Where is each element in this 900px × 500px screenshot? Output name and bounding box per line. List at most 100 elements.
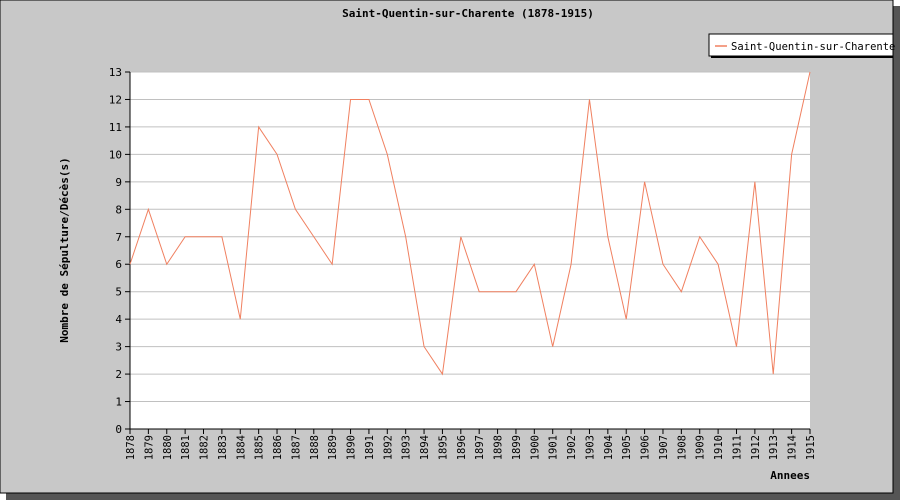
x-tick-label: 1893 [401, 435, 413, 460]
series-line-0 [129, 71, 811, 376]
x-tick-label: 1891 [364, 435, 376, 460]
x-tick-label: 1915 [805, 435, 817, 460]
data-point [441, 372, 444, 375]
data-point [698, 235, 701, 238]
x-tick-label: 1897 [474, 435, 486, 460]
x-tick-label: 1908 [676, 435, 688, 460]
data-point [257, 125, 260, 128]
y-tick-label: 9 [115, 176, 122, 189]
x-tick-label: 1880 [162, 435, 174, 460]
legend-label: Saint-Quentin-sur-Charente [731, 41, 895, 53]
x-tick-label: 1901 [548, 435, 560, 460]
x-tick-label: 1887 [290, 435, 302, 460]
data-point [202, 235, 205, 238]
x-tick-label: 1879 [143, 435, 155, 460]
data-point [386, 153, 389, 156]
x-tick-label: 1881 [180, 435, 192, 460]
x-tick-label: 1888 [309, 435, 321, 460]
y-axis-label: Nombre de Sépulture/Décès(s) [58, 157, 71, 342]
data-point [588, 98, 591, 101]
data-point [404, 235, 407, 238]
y-tick-label: 1 [115, 396, 122, 409]
axes [129, 72, 810, 430]
data-point [312, 235, 315, 238]
y-tick-label: 4 [115, 313, 122, 326]
legend: Saint-Quentin-sur-Charente [708, 33, 895, 58]
data-point [331, 263, 334, 266]
data-point [514, 290, 517, 293]
data-point [661, 263, 664, 266]
data-point [478, 290, 481, 293]
data-point [772, 372, 775, 375]
y-tick-label: 5 [115, 286, 122, 299]
y-tick-label: 7 [115, 231, 122, 244]
x-tick-label: 1906 [640, 435, 652, 460]
x-tick-label: 1902 [566, 435, 578, 460]
y-tick-label: 2 [115, 368, 122, 381]
x-tick-label: 1907 [658, 435, 670, 460]
plot-area [130, 72, 810, 429]
x-tick-label: 1911 [731, 435, 743, 460]
y-tick-label: 13 [109, 66, 122, 79]
data-point [422, 345, 425, 348]
data-point [184, 235, 187, 238]
y-tick-label: 12 [109, 93, 122, 106]
x-tick-label: 1896 [456, 435, 468, 460]
x-tick-label: 1894 [419, 435, 431, 460]
data-point [294, 208, 297, 211]
series-layer [128, 70, 811, 376]
chart-title: Saint-Quentin-sur-Charente (1878-1915) [342, 7, 594, 20]
x-tick-label: 1882 [199, 435, 211, 460]
x-tick-label: 1883 [217, 435, 229, 460]
x-tick-label: 1904 [603, 435, 615, 460]
data-point [680, 290, 683, 293]
y-tick-label: 0 [115, 423, 122, 436]
data-point [239, 318, 242, 321]
data-point [349, 98, 352, 101]
data-point [496, 290, 499, 293]
x-tick-label: 1878 [125, 435, 137, 460]
x-tick-label: 1886 [272, 435, 284, 460]
x-tick-label: 1903 [584, 435, 596, 460]
x-axis-ticks: 1878 1879 1880 1881 1882 1883 1884 1885 1886 1887… [125, 429, 817, 460]
x-tick-label: 1909 [695, 435, 707, 460]
legend-box [708, 33, 894, 57]
data-point [147, 208, 150, 211]
x-tick-label: 1910 [713, 435, 725, 460]
x-tick-label: 1899 [511, 435, 523, 460]
data-point [128, 263, 131, 266]
data-point [459, 235, 462, 238]
x-tick-label: 1885 [254, 435, 266, 460]
data-point [625, 318, 628, 321]
data-point [569, 263, 572, 266]
y-tick-label: 8 [115, 203, 122, 216]
data-point [367, 98, 370, 101]
x-tick-label: 1900 [529, 435, 541, 460]
data-point [808, 70, 811, 73]
x-tick-label: 1890 [346, 435, 358, 460]
y-tick-label: 6 [115, 258, 122, 271]
x-tick-label: 1889 [327, 435, 339, 460]
data-point [735, 345, 738, 348]
y-tick-label: 11 [109, 121, 122, 134]
x-tick-label: 1914 [787, 435, 799, 460]
y-tick-label: 10 [109, 148, 122, 161]
data-point [165, 263, 168, 266]
data-point [533, 263, 536, 266]
x-tick-label: 1892 [382, 435, 394, 460]
data-point [643, 180, 646, 183]
x-tick-label: 1913 [768, 435, 780, 460]
x-tick-label: 1895 [437, 435, 449, 460]
data-point [717, 263, 720, 266]
x-axis-label: Annees [770, 469, 810, 482]
y-tick-label: 3 [115, 341, 122, 354]
data-point [790, 153, 793, 156]
x-tick-label: 1905 [621, 435, 633, 460]
x-tick-label: 1898 [493, 435, 505, 460]
data-point [275, 153, 278, 156]
data-point [551, 345, 554, 348]
data-point [753, 180, 756, 183]
